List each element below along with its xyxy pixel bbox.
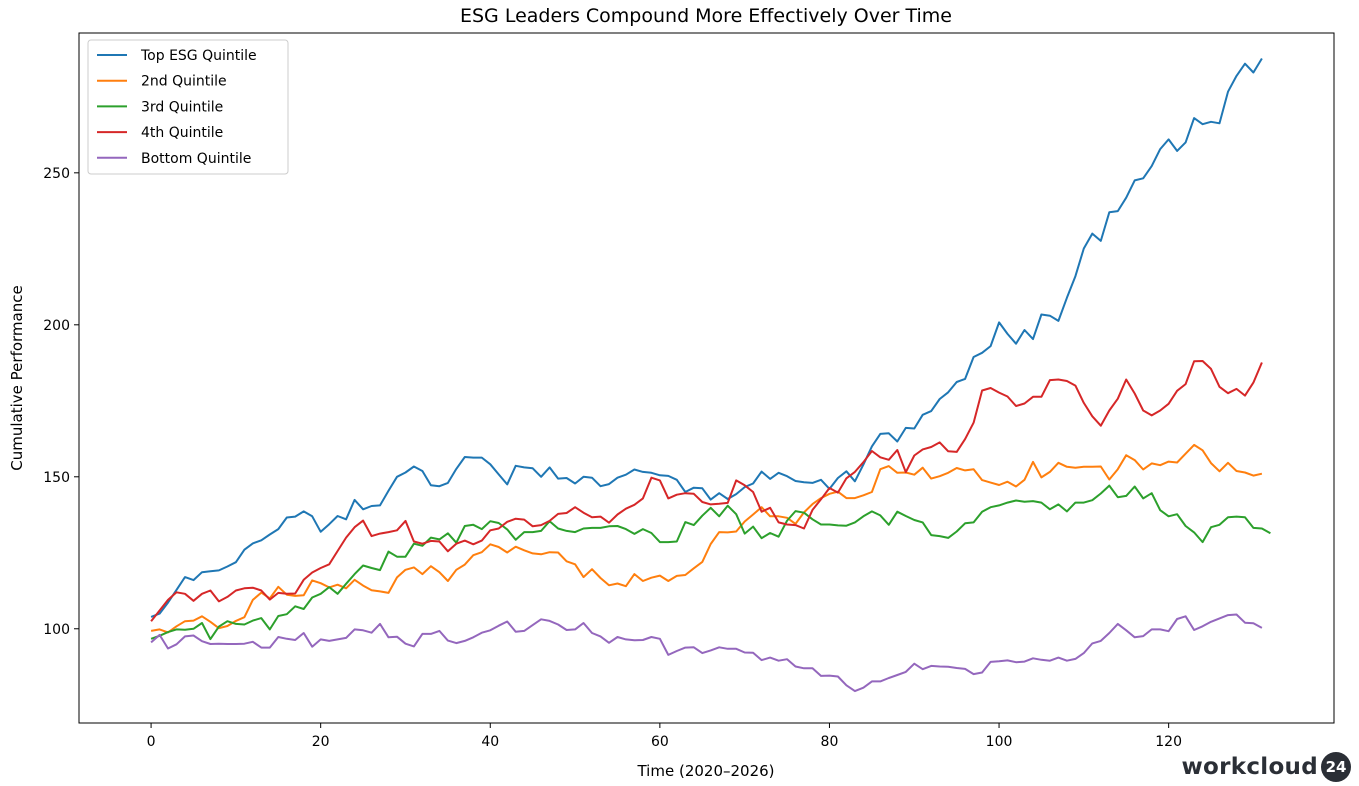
x-axis-label: Time (2020–2026)	[636, 762, 774, 780]
series-line-4	[150, 360, 1263, 622]
y-tick-label: 150	[43, 470, 70, 486]
x-tick-label: 20	[312, 734, 330, 750]
logo-text: workcloud	[1181, 754, 1318, 780]
x-tick-label: 40	[481, 734, 499, 750]
legend-label: Top ESG Quintile	[140, 48, 257, 64]
x-axis: 0 20 40 60 80 100 120	[147, 723, 1182, 750]
legend-label: 4th Quintile	[141, 125, 223, 141]
x-tick-label: 80	[821, 734, 839, 750]
y-axis-label: Cumulative Performance	[8, 285, 26, 470]
legend: Top ESG Quintile 2nd Quintile 3rd Quintile…	[87, 39, 289, 175]
legend-box	[87, 39, 289, 175]
series-line-5	[150, 613, 1263, 693]
y-tick-label: 250	[43, 166, 70, 182]
x-tick-label: 0	[147, 734, 156, 750]
plot-frame	[78, 32, 1335, 724]
legend-label: 2nd Quintile	[141, 74, 227, 90]
y-tick-label: 100	[43, 622, 70, 638]
series-line-1	[150, 57, 1263, 618]
workcloud-logo: workcloud 24	[1181, 752, 1351, 782]
logo-badge-icon: 24	[1321, 752, 1351, 782]
x-tick-label: 60	[651, 734, 669, 750]
x-tick-label: 100	[986, 734, 1013, 750]
series-layer	[150, 57, 1271, 693]
x-tick-label: 120	[1155, 734, 1182, 750]
chart-title: ESG Leaders Compound More Effectively Ov…	[460, 5, 952, 27]
series-line-3	[150, 484, 1271, 641]
y-tick-label: 200	[43, 318, 70, 334]
legend-label: Bottom Quintile	[141, 151, 251, 167]
y-axis: 100 150 200 250	[43, 166, 79, 638]
series-line-2	[150, 443, 1263, 634]
legend-label: 3rd Quintile	[141, 99, 223, 115]
